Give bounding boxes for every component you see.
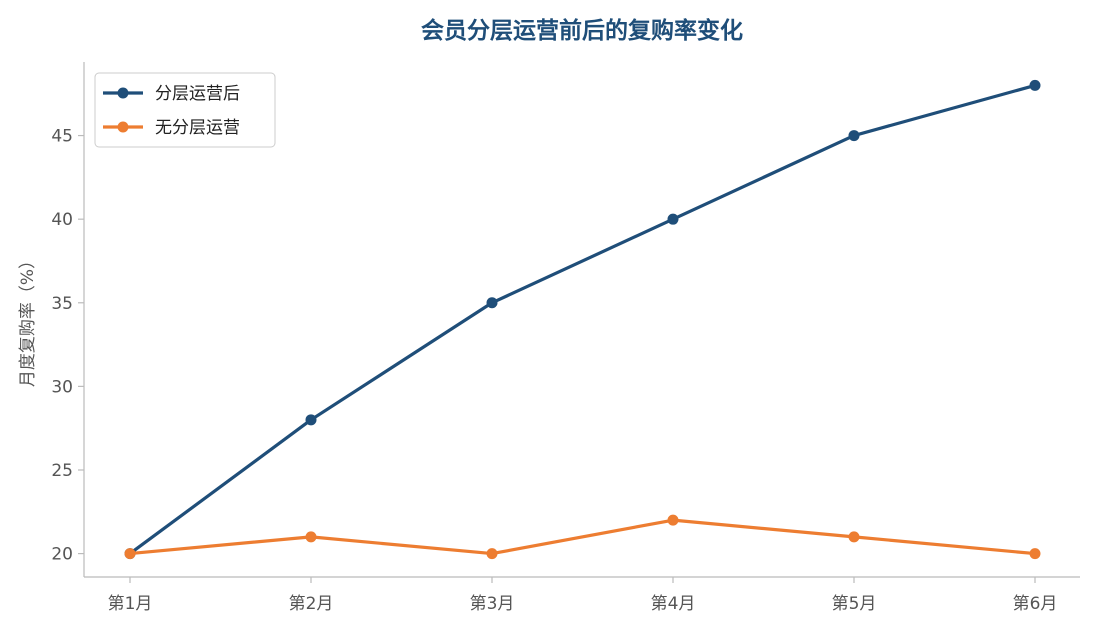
data-point	[848, 531, 860, 543]
data-point	[124, 548, 136, 560]
y-tick-label: 45	[51, 127, 73, 147]
data-point	[1029, 548, 1041, 560]
data-point	[305, 414, 317, 426]
y-axis-ticks: 20 25 30 35 40 45	[51, 127, 84, 565]
x-tick-label: 第4月	[651, 594, 696, 614]
data-point	[848, 130, 860, 142]
y-tick-label: 35	[51, 294, 73, 314]
y-tick-label: 40	[51, 210, 73, 230]
data-point	[305, 531, 317, 543]
legend-label: 无分层运营	[155, 118, 240, 138]
chart-title: 会员分层运营前后的复购率变化	[421, 17, 743, 44]
series-line	[129, 83, 1036, 555]
data-point	[486, 548, 498, 560]
y-tick-label: 25	[51, 461, 73, 481]
x-tick-label: 第2月	[289, 594, 334, 614]
x-tick-label: 第1月	[108, 594, 153, 614]
series-line	[129, 518, 1036, 556]
x-tick-label: 第3月	[470, 594, 515, 614]
x-tick-label: 第5月	[832, 594, 877, 614]
legend-marker	[117, 121, 129, 133]
series-layer	[124, 79, 1041, 560]
data-point	[667, 514, 679, 526]
y-axis-label: 月度复购率（%）	[18, 252, 38, 387]
legend-marker	[117, 87, 129, 99]
data-point	[486, 297, 498, 309]
series-2	[124, 514, 1041, 560]
data-point	[667, 213, 679, 225]
legend-label: 分层运营后	[155, 84, 240, 104]
x-tick-label: 第6月	[1013, 594, 1058, 614]
y-tick-label: 20	[51, 545, 73, 565]
data-point	[1029, 79, 1041, 91]
x-axis-ticks: 第1月 第2月 第3月 第4月 第5月 第6月	[108, 577, 1058, 614]
series-1	[124, 79, 1041, 560]
y-tick-label: 30	[51, 377, 73, 397]
legend-item: 分层运营后	[103, 84, 240, 104]
legend-item: 无分层运营	[103, 118, 240, 138]
